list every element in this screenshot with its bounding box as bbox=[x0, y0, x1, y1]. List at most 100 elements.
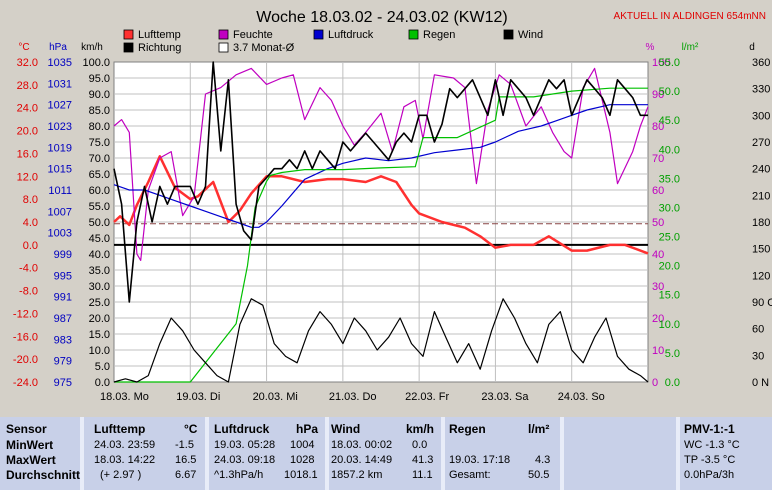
tick-0-13: -20.0 bbox=[13, 354, 38, 366]
axis-unit-0: °C bbox=[18, 42, 29, 53]
axis-units: °C hPa km/h% l/m² d bbox=[18, 42, 754, 53]
tick-2-18: 10.0 bbox=[89, 345, 110, 357]
tick-2-14: 30.0 bbox=[89, 281, 110, 293]
wind-min-value: 0.0 bbox=[412, 439, 428, 451]
tick-2-7: 65.0 bbox=[89, 169, 110, 181]
tick-5-7: 150 bbox=[752, 244, 770, 256]
tick-4-9: 10.0 bbox=[659, 319, 680, 331]
legend-label-6: 3.7 Monat-Ø bbox=[233, 42, 295, 54]
tick-5-5: 210 bbox=[752, 190, 770, 202]
day-label-6: 24.03. So bbox=[558, 391, 605, 403]
tick-4-10: 5.0 bbox=[665, 348, 680, 360]
tick-0-0: 32.0 bbox=[17, 57, 38, 69]
temp-group-unit: °C bbox=[184, 422, 198, 436]
rain-group-unit: l/m² bbox=[528, 422, 550, 436]
tick-3-0: 100 bbox=[652, 57, 670, 69]
temp-max-time: 18.03. 14:22 bbox=[94, 454, 156, 466]
tick-0-12: -16.0 bbox=[13, 331, 38, 343]
tick-2-4: 80.0 bbox=[89, 121, 110, 133]
station-label: AKTUELL IN ALDINGEN 654mNN bbox=[614, 11, 766, 22]
tick-3-8: 20 bbox=[652, 313, 664, 325]
tick-2-1: 95.0 bbox=[89, 73, 110, 85]
tick-0-2: 24.0 bbox=[17, 103, 38, 115]
tick-0-1: 28.0 bbox=[17, 80, 38, 92]
tick-5-10: 60 bbox=[752, 324, 764, 336]
rain-max-value: 4.3 bbox=[535, 454, 551, 466]
tick-2-8: 60.0 bbox=[89, 185, 110, 197]
tick-2-19: 5.0 bbox=[95, 361, 110, 373]
wind-max-time: 20.03. 14:49 bbox=[331, 454, 393, 466]
tick-2-3: 85.0 bbox=[89, 105, 110, 117]
tick-2-11: 45.0 bbox=[89, 233, 110, 245]
tick-2-13: 35.0 bbox=[89, 265, 110, 277]
tick-0-9: -4.0 bbox=[19, 263, 38, 275]
tick-5-6: 180 S bbox=[752, 217, 772, 229]
wind-group-unit: km/h bbox=[406, 422, 435, 436]
tick-2-17: 15.0 bbox=[89, 329, 110, 341]
day-label-2: 20.03. Mi bbox=[253, 391, 298, 403]
temp-max-value: 16.5 bbox=[175, 454, 197, 466]
temp-min-value: -1.5 bbox=[175, 439, 194, 451]
wind-group-title: Wind bbox=[331, 422, 361, 436]
wind-min-time: 18.03. 00:02 bbox=[331, 439, 393, 451]
day-label-0: 18.03. Mo bbox=[100, 391, 149, 403]
tick-2-0: 100.0 bbox=[82, 57, 110, 69]
tick-1-1: 1031 bbox=[48, 78, 72, 90]
tick-3-4: 60 bbox=[652, 185, 664, 197]
wind-distance: 1857.2 km bbox=[331, 469, 383, 481]
series-line-0 bbox=[113, 155, 649, 255]
tick-2-20: 0.0 bbox=[95, 377, 110, 389]
axis-unit-2: km/h bbox=[81, 42, 103, 53]
tick-5-3: 270 W bbox=[752, 137, 772, 149]
axis-unit-5: d bbox=[749, 42, 755, 53]
tick-4-1: 50.0 bbox=[659, 86, 680, 98]
pmv-dewpoint: TP -3.5 °C bbox=[684, 454, 736, 466]
rain-group-title: Regen bbox=[449, 422, 486, 436]
tick-4-5: 30.0 bbox=[659, 202, 680, 214]
tick-1-15: 975 bbox=[54, 377, 72, 389]
tick-2-16: 20.0 bbox=[89, 313, 110, 325]
tick-4-6: 25.0 bbox=[659, 232, 680, 244]
pmv-windchill: WC -1.3 °C bbox=[684, 439, 740, 451]
pressure-max-time: 24.03. 09:18 bbox=[214, 454, 276, 466]
tick-3-9: 10 bbox=[652, 345, 664, 357]
stats-table: Sensor MinWert MaxWert Durchschnitt Luft… bbox=[0, 417, 772, 490]
tick-0-8: 0.0 bbox=[23, 240, 38, 252]
row-label-min: MinWert bbox=[6, 438, 54, 452]
pressure-avg-value: 1018.1 bbox=[284, 469, 318, 481]
legend-label-4: Wind bbox=[518, 29, 543, 41]
tick-1-9: 999 bbox=[54, 249, 72, 261]
series-line-5 bbox=[113, 61, 648, 303]
tick-2-15: 25.0 bbox=[89, 297, 110, 309]
tick-1-5: 1015 bbox=[48, 164, 72, 176]
legend-swatch-4 bbox=[503, 29, 514, 40]
tick-5-1: 330 bbox=[752, 84, 770, 96]
legend-label-3: Regen bbox=[423, 29, 455, 41]
series-line-4 bbox=[113, 298, 649, 383]
pressure-min-time: 19.03. 05:28 bbox=[214, 439, 276, 451]
day-label-4: 22.03. Fr bbox=[405, 391, 449, 403]
pressure-trend: ^1.3hPa/h bbox=[214, 469, 264, 481]
pmv-title: PMV-1:-1 bbox=[684, 422, 735, 436]
pressure-max-value: 1028 bbox=[290, 454, 315, 466]
legend-swatch-0 bbox=[123, 29, 134, 40]
series-line-1 bbox=[113, 67, 649, 261]
legend-label-0: Lufttemp bbox=[138, 29, 181, 41]
tick-1-6: 1011 bbox=[48, 185, 72, 197]
tick-2-9: 55.0 bbox=[89, 201, 110, 213]
axis-unit-3: % bbox=[646, 42, 655, 53]
tick-3-7: 30 bbox=[652, 281, 664, 293]
tick-2-10: 50.0 bbox=[89, 217, 110, 229]
tick-0-3: 20.0 bbox=[17, 126, 38, 138]
tick-4-0: 55.0 bbox=[659, 57, 680, 69]
day-labels: 18.03. Mo 19.03. Di 20.03. Mi 21.03. Do 22.0… bbox=[100, 391, 605, 403]
legend-swatch-5 bbox=[123, 42, 134, 53]
tick-4-3: 40.0 bbox=[659, 144, 680, 156]
wind-avg-value: 11.1 bbox=[412, 469, 433, 481]
grid bbox=[114, 62, 648, 382]
tick-4-2: 45.0 bbox=[659, 115, 680, 127]
tick-1-0: 1035 bbox=[48, 57, 72, 69]
tick-5-0: 360 N bbox=[752, 57, 772, 69]
chart-title: Woche 18.03.02 - 24.03.02 (KW12) bbox=[256, 9, 507, 26]
tick-3-2: 80 bbox=[652, 121, 664, 133]
